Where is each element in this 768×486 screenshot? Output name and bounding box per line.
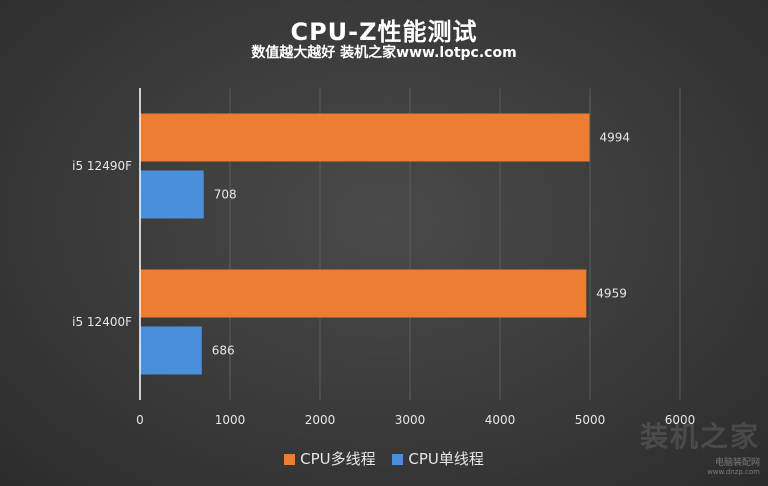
x-tick-label: 3000: [395, 413, 426, 427]
data-label: 4959: [596, 287, 627, 301]
bar-multi: [140, 269, 587, 318]
bar-single: [140, 170, 204, 219]
legend-label-single: CPU单线程: [408, 450, 484, 468]
watermark-logo-text: 装机之家: [639, 420, 760, 453]
watermark-url: www.dnzp.com: [707, 468, 760, 476]
legend-label-multi: CPU多线程: [300, 450, 376, 468]
category-label: i5 12490F: [72, 159, 132, 173]
x-tick-label: 6000: [665, 413, 696, 427]
legend: CPU多线程 CPU单线程: [0, 448, 768, 469]
data-label: 686: [212, 344, 235, 358]
chart-title: CPU-Z性能测试: [290, 18, 478, 46]
watermark: 装机之家 电脑装配网 www.dnzp.com: [640, 415, 760, 476]
watermark-site: 电脑装配网: [714, 458, 760, 468]
x-tick-label: 4000: [485, 413, 516, 427]
data-label: 4994: [599, 131, 630, 145]
legend-item-multi: CPU多线程: [284, 448, 376, 469]
bar-single: [140, 326, 202, 375]
legend-item-single: CPU单线程: [392, 448, 484, 469]
x-tick-label: 1000: [215, 413, 246, 427]
legend-swatch-single: [392, 454, 404, 465]
x-tick-label: 2000: [305, 413, 336, 427]
bar-multi: [140, 113, 590, 162]
category-label: i5 12400F: [72, 315, 132, 329]
chart-subtitle: 数值越大越好 装机之家www.lotpc.com: [251, 45, 517, 61]
x-tick-label: 0: [136, 413, 144, 427]
x-tick-label: 5000: [575, 413, 606, 427]
data-label: 708: [214, 188, 237, 202]
legend-swatch-multi: [284, 454, 296, 465]
